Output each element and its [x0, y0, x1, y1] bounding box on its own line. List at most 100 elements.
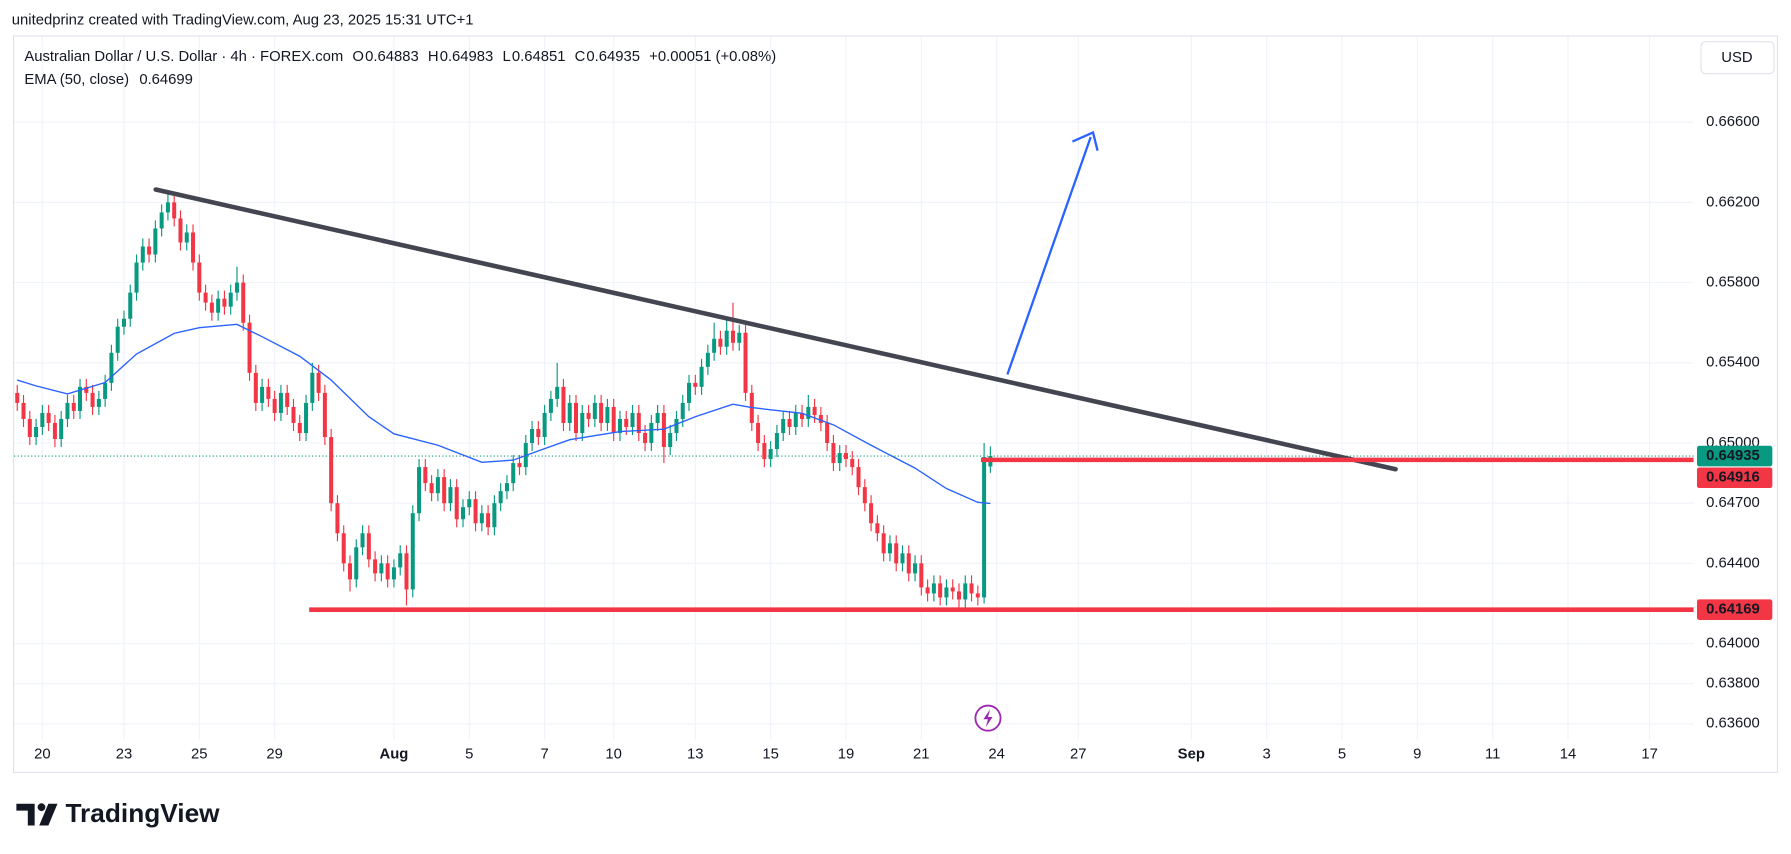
candle-body — [109, 352, 114, 383]
candle-body — [366, 533, 371, 560]
x-tick-label: 21 — [913, 747, 929, 763]
candle-body — [580, 412, 585, 434]
event-icon-bolt — [983, 709, 993, 728]
currency-box[interactable] — [1700, 41, 1775, 75]
candle-body — [812, 406, 817, 415]
candle-body — [78, 386, 83, 411]
candle-body — [586, 412, 591, 419]
candle-body — [486, 513, 491, 528]
price-tag — [1696, 445, 1773, 467]
candle-body — [869, 503, 874, 524]
candle-body — [925, 587, 930, 594]
candle-body — [347, 563, 352, 580]
legend-label: H — [428, 49, 439, 65]
candle-body — [975, 593, 980, 598]
candle-body — [203, 292, 208, 303]
candle-body — [504, 483, 509, 492]
x-tick-label: 5 — [465, 747, 473, 763]
candle-body — [837, 453, 842, 464]
candle-body — [304, 402, 309, 434]
candle-body — [27, 418, 32, 438]
x-tick-label: 5 — [1338, 747, 1346, 763]
price-tag — [1696, 467, 1773, 489]
candle-body — [134, 262, 139, 293]
candle-body — [90, 392, 95, 407]
y-tick-label: 0.66200 — [1706, 194, 1760, 210]
candle-body — [34, 426, 39, 438]
candle-body — [165, 202, 170, 213]
candle-body — [950, 587, 955, 592]
candle-body — [128, 292, 133, 319]
candle-body — [379, 563, 384, 574]
candle-body — [278, 392, 283, 413]
legend-title: Australian Dollar / U.S. Dollar · 4h · F… — [24, 49, 343, 65]
x-tick-label: 27 — [1070, 747, 1087, 763]
candle-body — [341, 533, 346, 564]
legend-label: L — [502, 49, 510, 65]
candle-body — [900, 553, 905, 564]
x-tick-label: Sep — [1178, 747, 1205, 763]
candle-body — [881, 533, 886, 554]
candle-body — [712, 338, 717, 353]
candle-body — [71, 402, 76, 411]
y-tick-label: 0.64400 — [1706, 555, 1760, 571]
logo-mark — [39, 803, 58, 826]
candle-body — [887, 543, 892, 554]
x-tick-label: 7 — [540, 747, 548, 763]
candle-body — [297, 422, 302, 434]
y-tick-label: 0.63800 — [1706, 676, 1760, 692]
candle-body — [743, 332, 748, 393]
candle-body — [291, 406, 296, 423]
candle-body — [806, 406, 811, 419]
brand: TradingView — [65, 798, 220, 828]
candle-body — [636, 412, 641, 434]
candle-body — [178, 218, 183, 243]
x-tick-label: 13 — [687, 747, 704, 763]
candle-body — [536, 428, 541, 438]
candle-body — [724, 330, 729, 347]
candle-body — [774, 433, 779, 450]
candle-body — [511, 463, 516, 484]
candle-body — [831, 443, 836, 464]
candle-body — [756, 422, 761, 444]
y-tick-label: 0.63600 — [1706, 716, 1760, 732]
candle-body — [15, 392, 20, 403]
candle-body — [360, 533, 365, 548]
price-tag-label: 0.64169 — [1706, 602, 1760, 618]
candle-body — [906, 553, 911, 574]
candle-body — [661, 412, 666, 448]
candle-body — [492, 503, 497, 528]
candle-body — [310, 372, 315, 403]
candle-body — [285, 392, 290, 407]
candle-body — [479, 513, 484, 524]
x-tick-label: 25 — [191, 747, 208, 763]
candle-body — [787, 418, 792, 427]
candle-body — [768, 449, 773, 460]
candle-body — [329, 437, 334, 504]
candle-body — [159, 212, 164, 229]
candle-body — [247, 322, 252, 373]
chart-frame — [12, 35, 1779, 773]
candle-body — [266, 386, 271, 399]
candle-body — [40, 412, 45, 427]
candle-body — [674, 418, 679, 434]
candle-body — [272, 398, 277, 413]
candle-body — [592, 402, 597, 419]
brand-logo: TradingView — [16, 798, 220, 828]
x-tick-label: 3 — [1263, 747, 1271, 763]
candle-body — [184, 232, 189, 243]
x-tick-label: 24 — [988, 747, 1004, 763]
candle-body — [605, 406, 610, 423]
candle-body — [316, 372, 321, 393]
candle-body — [404, 553, 409, 590]
candle-body — [931, 583, 936, 594]
candle-body — [793, 412, 798, 427]
y-tick-label: 0.64700 — [1706, 495, 1760, 511]
candle-body — [260, 386, 265, 403]
price-tag — [1696, 599, 1773, 620]
price-tag-label: 0.64935 — [1706, 448, 1760, 464]
candle-body — [253, 372, 258, 403]
candle-body — [825, 422, 830, 444]
candle-body — [115, 326, 120, 353]
y-tick-label: 0.64000 — [1706, 635, 1760, 651]
